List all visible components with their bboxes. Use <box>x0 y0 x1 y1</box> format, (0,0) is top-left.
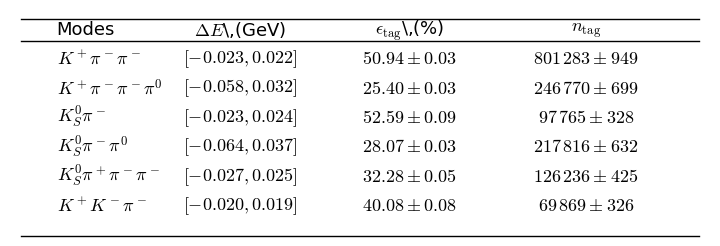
Text: $25.40\pm0.03$: $25.40\pm0.03$ <box>362 79 456 97</box>
Text: $\epsilon_{\rm tag}$\,(%): $\epsilon_{\rm tag}$\,(%) <box>374 18 444 43</box>
Text: $50.94\pm0.03$: $50.94\pm0.03$ <box>362 50 456 68</box>
Text: $801\,283\pm949$: $801\,283\pm949$ <box>533 50 639 68</box>
Text: $K^+\pi^-\pi^-\pi^0$: $K^+\pi^-\pi^-\pi^0$ <box>57 79 162 98</box>
Text: $40.08\pm0.08$: $40.08\pm0.08$ <box>362 197 456 215</box>
Text: $[-0.027, 0.025]$: $[-0.027, 0.025]$ <box>183 166 297 188</box>
Text: $[-0.023, 0.022]$: $[-0.023, 0.022]$ <box>183 48 297 70</box>
Text: $\Delta E$\,(GeV): $\Delta E$\,(GeV) <box>194 20 286 40</box>
Text: $K^+\pi^-\pi^-$: $K^+\pi^-\pi^-$ <box>57 50 140 68</box>
Text: $n_{\rm tag}$: $n_{\rm tag}$ <box>571 21 601 40</box>
Text: $K^+K^-\pi^-$: $K^+K^-\pi^-$ <box>57 197 146 215</box>
Text: $[-0.058, 0.032]$: $[-0.058, 0.032]$ <box>183 78 297 99</box>
Text: $28.07\pm0.03$: $28.07\pm0.03$ <box>362 138 456 156</box>
Text: $217\,816\pm632$: $217\,816\pm632$ <box>533 138 639 156</box>
Text: $97\,765\pm328$: $97\,765\pm328$ <box>538 109 634 127</box>
Text: $[-0.023, 0.024]$: $[-0.023, 0.024]$ <box>183 107 297 129</box>
Text: $[-0.064, 0.037]$: $[-0.064, 0.037]$ <box>183 137 297 158</box>
Text: $K^0_S\pi^-$: $K^0_S\pi^-$ <box>57 105 106 130</box>
Text: $246\,770\pm699$: $246\,770\pm699$ <box>533 79 639 97</box>
Text: Modes: Modes <box>57 21 115 39</box>
Text: $[-0.020, 0.019]$: $[-0.020, 0.019]$ <box>183 195 297 217</box>
Text: $32.28\pm0.05$: $32.28\pm0.05$ <box>362 168 456 186</box>
Text: $126\,236\pm425$: $126\,236\pm425$ <box>533 168 639 186</box>
Text: $K^0_S\pi^+\pi^-\pi^-$: $K^0_S\pi^+\pi^-\pi^-$ <box>57 164 159 189</box>
Text: $52.59\pm0.09$: $52.59\pm0.09$ <box>362 109 456 127</box>
Text: $K^0_S\pi^-\pi^0$: $K^0_S\pi^-\pi^0$ <box>57 135 127 160</box>
Text: $69\,869\pm326$: $69\,869\pm326$ <box>538 197 634 215</box>
